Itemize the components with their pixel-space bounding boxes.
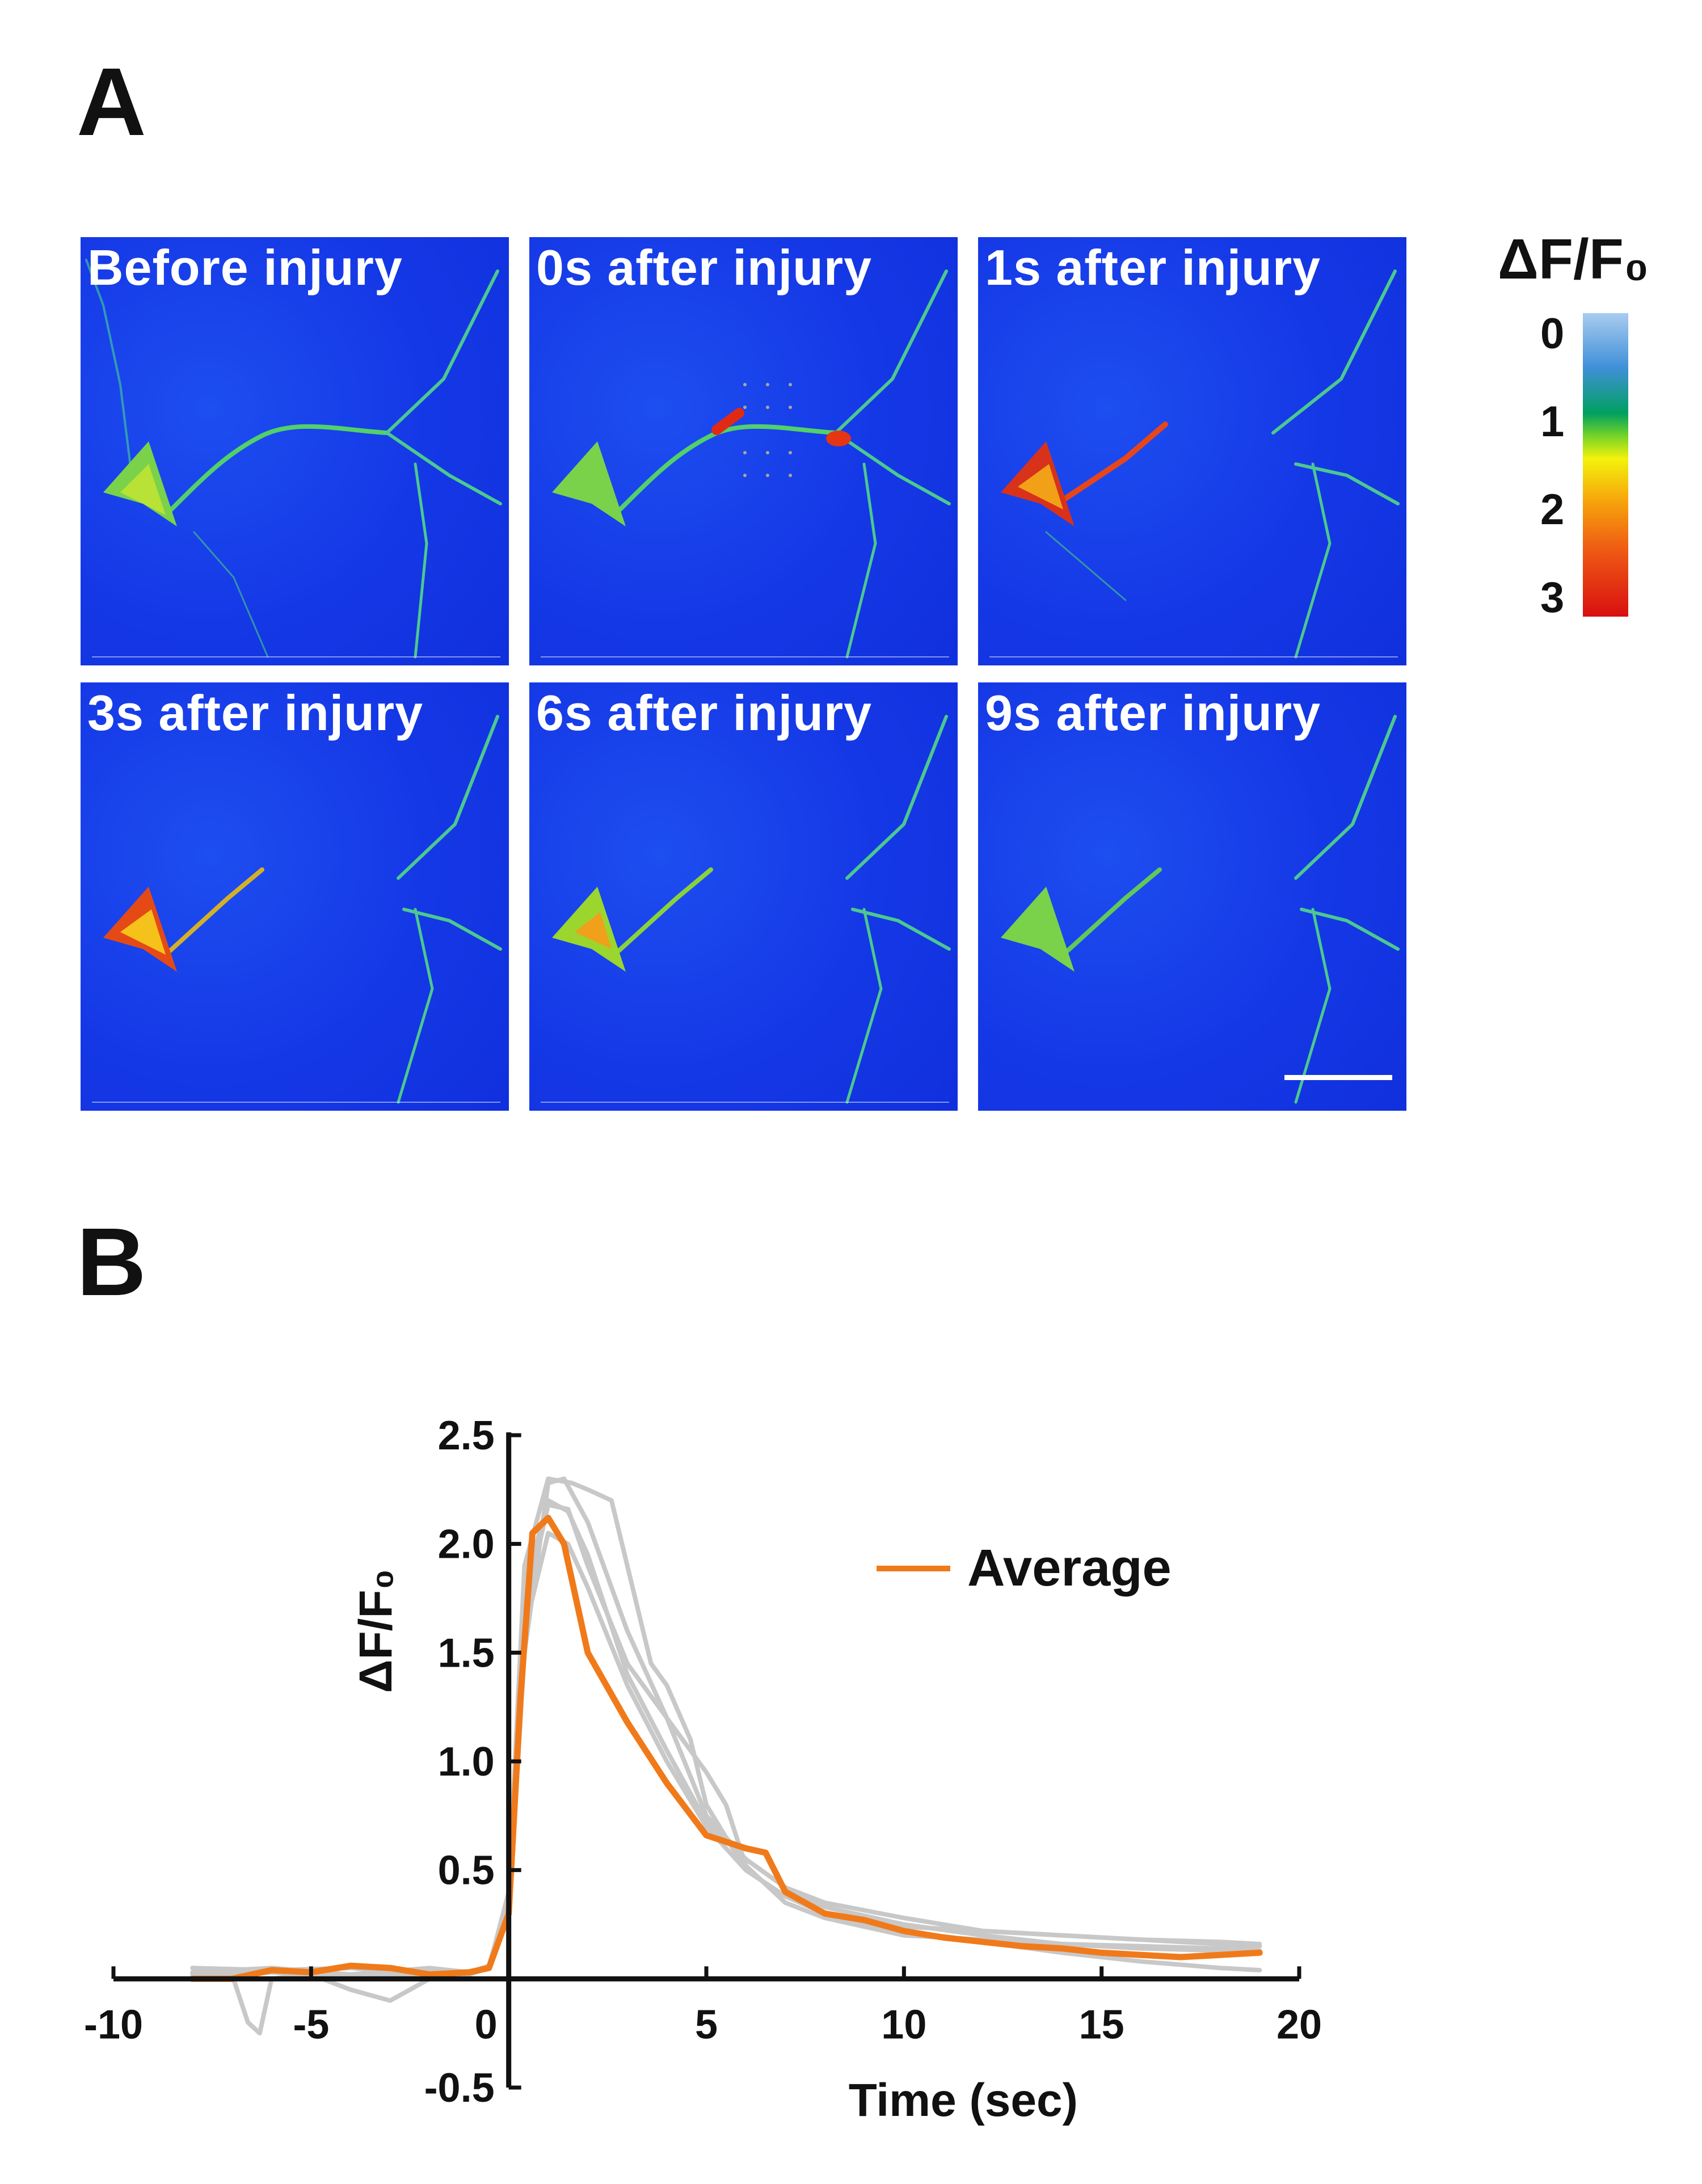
x-tick-label: 5: [695, 2002, 718, 2047]
micrograph-label: 0s after injury: [536, 239, 873, 296]
axes: [111, 1432, 1301, 2090]
y-tick-label: 2.0: [438, 1522, 495, 1567]
micrograph-tile: 3s after injury: [81, 682, 509, 1111]
panel-label-b: B: [77, 1208, 146, 1316]
tick-labels: -10 -5 0 5 10 15 20 -0.5 0.5 1.0 1.5 2.0 2.5: [84, 1413, 1322, 2111]
line-chart: -10 -5 0 5 10 15 20 -0.5 0.5 1.0 1.5 2.0 2.5 Average…: [84, 1413, 1322, 2126]
micrograph-label: 6s after injury: [536, 685, 873, 741]
neuron-image: [989, 269, 1400, 659]
x-tick-label: 0: [475, 2002, 498, 2047]
trace-group: [189, 1476, 1263, 2036]
x-tick-label: 15: [1079, 2002, 1124, 2047]
micrograph-label: 3s after injury: [87, 685, 424, 741]
micrograph-tile: 0s after injury: [529, 237, 958, 665]
neuron-image: [1001, 715, 1400, 1104]
micrograph-label: 9s after injury: [985, 685, 1321, 741]
micrograph-tile: 9s after injury: [978, 682, 1406, 1111]
micrograph-tile: 6s after injury: [529, 682, 958, 1111]
colorbar-tick: 0: [1540, 310, 1565, 358]
micrograph-tile: 1s after injury: [978, 237, 1406, 665]
neuron-image: [541, 715, 951, 1104]
legend: Average: [877, 1539, 1172, 1597]
micrograph-label: Before injury: [87, 239, 403, 296]
y-tick-label: 1.0: [438, 1739, 495, 1785]
micrograph-tile: Before injury: [81, 237, 509, 665]
neuron-image: [92, 715, 502, 1104]
x-axis-label: Time (sec): [849, 2075, 1078, 2126]
colorbar: [1583, 313, 1628, 617]
panel-label-a: A: [77, 48, 146, 156]
average-line: [189, 1515, 1263, 1982]
x-tick-label: -5: [293, 2002, 329, 2047]
x-tick-label: -10: [84, 2002, 143, 2047]
y-axis-label: ΔF/F₀: [350, 1569, 402, 1693]
y-tick-label: 2.5: [438, 1413, 495, 1458]
colorbar-tick: 3: [1540, 574, 1565, 622]
colorbar-tick: 2: [1540, 486, 1565, 534]
neuron-image: [541, 269, 951, 659]
micrograph-grid: Before injury 0s after injury: [81, 237, 1407, 1111]
x-tick-label: 10: [881, 2002, 926, 2047]
micrograph-label: 1s after injury: [985, 239, 1321, 296]
colorbar-title: ΔF/F₀: [1498, 227, 1649, 291]
y-tick-label: -0.5: [424, 2065, 495, 2111]
scale-bar: [1284, 1075, 1392, 1080]
legend-label: Average: [967, 1539, 1172, 1597]
y-tick-label: 0.5: [438, 1848, 495, 1894]
neuron-image: [85, 259, 502, 659]
x-tick-label: 20: [1276, 2002, 1322, 2047]
y-tick-label: 1.5: [438, 1630, 495, 1676]
colorbar-tick: 1: [1540, 398, 1565, 446]
